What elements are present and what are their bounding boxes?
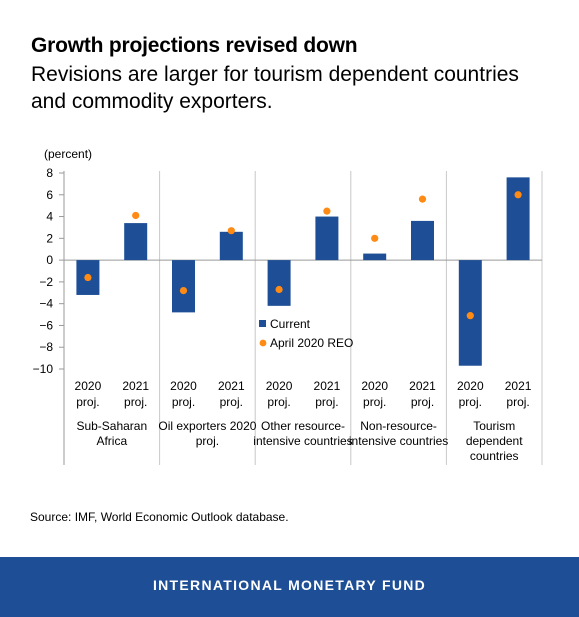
x-tick-label: 2020 [361,379,388,393]
marker-point [418,195,427,203]
group-label: intensive countries [349,434,448,448]
bar [267,260,291,306]
x-tick-label: proj. [506,395,529,409]
footer-brand: INTERNATIONAL MONETARY FUND [152,577,427,593]
y-tick-label: −8 [39,340,53,354]
x-tick-label: proj. [172,395,195,409]
x-tick-label: 2020 [75,379,102,393]
marker-point [466,312,474,320]
x-tick-label: proj. [76,395,99,409]
legend-label-current: Current [270,317,311,331]
y-axis: 8 6 4 2 0 −2 −4 −6 −8 −10 [33,166,542,465]
marker-point [179,287,188,295]
group-dividers [159,171,543,465]
group-label: Tourism [473,419,515,433]
y-tick-label: −4 [39,297,53,311]
y-tick-label: −10 [33,362,54,376]
y-tick-label: −2 [39,275,53,289]
source-note: Source: IMF, World Economic Outlook data… [30,510,289,524]
marker-point [323,207,331,215]
x-tick-label: proj. [459,395,482,409]
x-axis-labels: 2020 proj. 2021 proj. 2020 proj. 2021 proj. 2020… [75,379,532,463]
x-tick-label: proj. [315,395,338,409]
bar-chart: (percent) 8 6 4 2 0 −2 −4 −6 −8 −10 2020 proj. 2021… [33,147,543,465]
x-tick-label: 2021 [409,379,436,393]
group-label: intensive countries [253,434,352,448]
y-tick-label: 8 [46,166,53,180]
bar [363,253,387,261]
y-tick-label: 0 [46,253,53,267]
group-label: Non-resource- [360,419,437,433]
legend-swatch-april-2020-reo [259,339,267,347]
y-tick-label: −6 [39,318,53,332]
x-tick-label: 2020 [457,379,484,393]
x-tick-label: 2021 [314,379,341,393]
y-tick-label: 4 [46,210,53,224]
group-label: Other resource- [261,419,345,433]
x-tick-label: 2020 [170,379,197,393]
bar [315,216,339,261]
bar [506,177,530,261]
x-tick-label: 2021 [505,379,532,393]
group-label: Oil exporters 2020 [158,419,256,433]
bar [124,223,148,261]
bar-series-current [76,177,530,366]
x-tick-label: 2020 [266,379,293,393]
marker-point [514,191,522,199]
y-tick-label: 2 [46,231,53,245]
y-axis-label: (percent) [44,147,92,161]
legend: Current April 2020 REO [259,317,353,350]
marker-point [371,234,379,242]
x-tick-label: 2021 [218,379,245,393]
x-tick-label: proj. [363,395,386,409]
legend-swatch-current [259,320,266,327]
marker-series-april-2020-reo [84,191,522,320]
bar [219,231,243,261]
y-tick-label: 6 [46,188,53,202]
x-tick-label: proj. [220,395,243,409]
group-label: Sub-Saharan [76,419,147,433]
chart-subtitle: Revisions are larger for tourism depende… [31,63,519,113]
marker-point [84,273,92,282]
legend-label-april-2020-reo: April 2020 REO [270,336,353,350]
chart-title: Growth projections revised down [31,34,358,57]
marker-point [227,227,235,235]
bar [411,220,434,261]
x-tick-label: proj. [267,395,290,409]
marker-point [275,285,283,294]
footer-banner: INTERNATIONAL MONETARY FUND [0,557,579,617]
bar [172,260,195,313]
group-label: Africa [96,434,127,448]
x-tick-label: proj. [124,395,147,409]
group-label: dependent [466,434,523,448]
group-label: proj. [196,434,219,448]
x-tick-label: 2021 [122,379,149,393]
marker-point [132,211,140,220]
group-label: countries [470,449,519,463]
x-tick-label: proj. [411,395,434,409]
